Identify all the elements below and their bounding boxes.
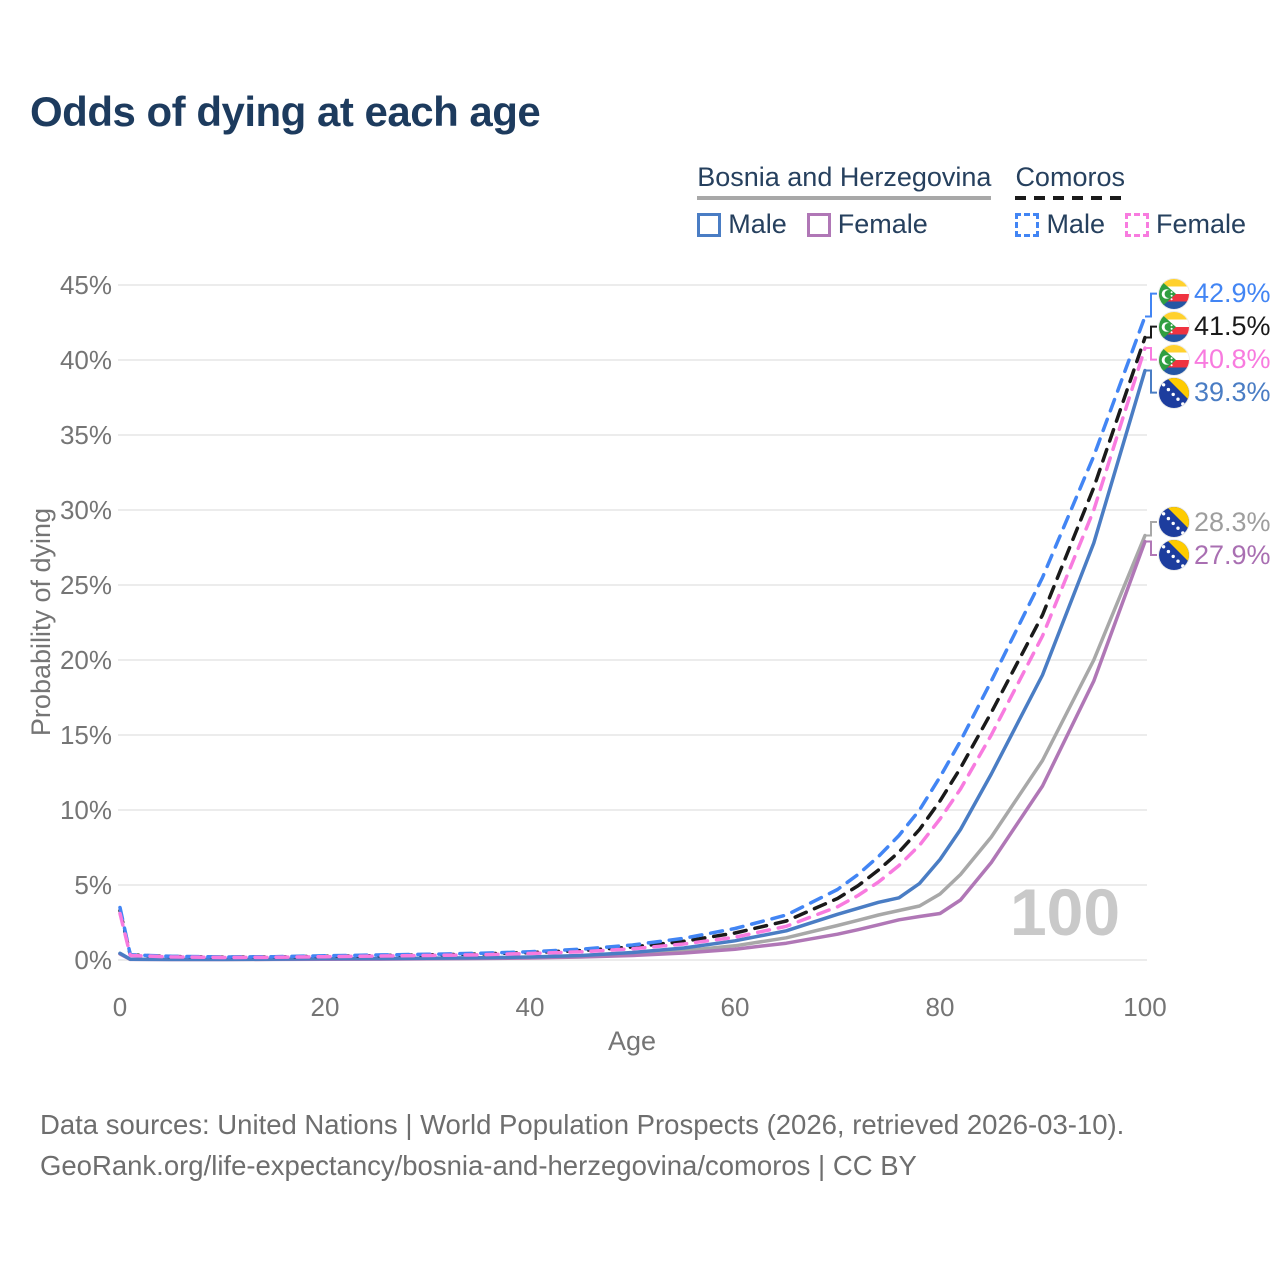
label-leader-line bbox=[1145, 292, 1157, 318]
solid-line-swatch bbox=[697, 196, 992, 200]
legend-items-row: Male Female bbox=[1015, 209, 1246, 240]
attribution-line: GeoRank.org/life-expectancy/bosnia-and-h… bbox=[40, 1150, 917, 1181]
age-counter-watermark: 100 bbox=[1009, 875, 1121, 949]
series-line-bosnia-and-herzegovina-all bbox=[118, 533, 1147, 962]
end-label-comoros-all: 41.5% bbox=[1159, 310, 1271, 344]
label-leader-line bbox=[1145, 347, 1157, 361]
legend-swatch bbox=[806, 212, 831, 237]
label-leader-line bbox=[1145, 369, 1157, 394]
end-value-label: 28.3% bbox=[1194, 506, 1271, 537]
bosnia-and-herzegovina-flag-icon bbox=[1159, 377, 1189, 408]
x-tick-label: 80 bbox=[925, 992, 955, 1022]
legend: Bosnia and Herzegovina Male Female Comoro… bbox=[697, 162, 1246, 240]
legend-swatch bbox=[697, 212, 722, 237]
legend-item-label: Male bbox=[1046, 209, 1105, 239]
end-label-bosnia-and-herzegovina-male: 39.3% bbox=[1159, 376, 1271, 410]
y-tick-label: 30% bbox=[59, 495, 112, 525]
dashed-line-swatch bbox=[1015, 196, 1125, 200]
legend-group-header[interactable]: Comoros bbox=[1015, 162, 1125, 200]
comoros-flag bbox=[1159, 311, 1189, 342]
series-line-bosnia-and-herzegovina-male bbox=[118, 368, 1147, 962]
x-tick-label: 40 bbox=[515, 992, 545, 1022]
bosnia-flag bbox=[1159, 377, 1189, 408]
legend-item-label: Male bbox=[728, 209, 787, 239]
legend-item-bosnia-male[interactable]: Male bbox=[697, 209, 787, 240]
legend-group-bosnia-and-herzegovina: Bosnia and Herzegovina Male Female bbox=[697, 162, 992, 240]
page-title: Odds of dying at each age bbox=[30, 88, 541, 135]
legend-group-title: Bosnia and Herzegovina bbox=[697, 162, 992, 192]
bosnia-and-herzegovina-flag-icon bbox=[1159, 507, 1189, 537]
y-axis-title: Probability of dying bbox=[26, 507, 56, 737]
x-tick-label: 20 bbox=[310, 992, 340, 1022]
y-tick-label: 0% bbox=[74, 945, 112, 975]
legend-group-header[interactable]: Bosnia and Herzegovina bbox=[697, 162, 992, 200]
end-label-comoros-male: 42.9% bbox=[1159, 277, 1271, 311]
y-tick-label: 40% bbox=[59, 345, 112, 375]
footer: Data sources: United Nations | World Pop… bbox=[40, 1104, 1124, 1186]
series-line-bosnia-and-herzegovina-female bbox=[118, 539, 1147, 962]
x-tick-label: 100 bbox=[1123, 992, 1167, 1022]
y-tick-label: 10% bbox=[59, 795, 112, 825]
legend-item-label: Female bbox=[837, 209, 928, 239]
legend-swatch bbox=[1015, 212, 1040, 237]
series-line-comoros-female bbox=[118, 346, 1147, 960]
end-label-comoros-female: 40.8% bbox=[1159, 343, 1271, 377]
end-value-label: 42.9% bbox=[1194, 278, 1271, 309]
legend-swatch bbox=[1124, 212, 1149, 237]
end-label-bosnia-and-herzegovina-all: 28.3% bbox=[1159, 505, 1271, 539]
comoros-flag-icon bbox=[1159, 278, 1189, 309]
legend-item-comoros-male[interactable]: Male bbox=[1015, 209, 1105, 240]
bosnia-and-herzegovina-flag-icon bbox=[1159, 540, 1189, 570]
bosnia-flag bbox=[1159, 507, 1189, 537]
y-tick-label: 5% bbox=[74, 870, 112, 900]
legend-item-label: Female bbox=[1155, 209, 1246, 239]
end-value-label: 40.8% bbox=[1194, 344, 1271, 375]
legend-items-row: Male Female bbox=[697, 209, 991, 240]
comoros-flag bbox=[1159, 278, 1189, 309]
end-value-label: 27.9% bbox=[1194, 539, 1271, 570]
data-sources-line: Data sources: United Nations | World Pop… bbox=[40, 1109, 1125, 1140]
y-tick-label: 20% bbox=[59, 645, 112, 675]
x-tick-label: 0 bbox=[112, 992, 128, 1022]
y-tick-label: 25% bbox=[59, 570, 112, 600]
x-tick-label: 60 bbox=[720, 992, 750, 1022]
y-tick-label: 15% bbox=[59, 720, 112, 750]
end-value-label: 39.3% bbox=[1194, 377, 1271, 408]
comoros-flag-icon bbox=[1159, 311, 1189, 342]
label-leader-line bbox=[1145, 540, 1157, 556]
x-axis-title: Age bbox=[607, 1026, 657, 1056]
legend-item-bosnia-female[interactable]: Female bbox=[806, 209, 928, 240]
end-value-label: 41.5% bbox=[1194, 311, 1271, 342]
legend-item-comoros-female[interactable]: Female bbox=[1124, 209, 1246, 240]
bosnia-flag bbox=[1159, 540, 1189, 570]
end-label-bosnia-and-herzegovina-female: 27.9% bbox=[1159, 538, 1271, 572]
label-leader-line bbox=[1145, 521, 1157, 537]
comoros-flag-icon bbox=[1159, 344, 1189, 375]
comoros-flag bbox=[1159, 344, 1189, 375]
y-tick-label: 35% bbox=[59, 420, 112, 450]
label-leader-line bbox=[1145, 325, 1157, 339]
y-tick-label: 45% bbox=[59, 270, 112, 300]
legend-group-title: Comoros bbox=[1015, 162, 1125, 192]
legend-group-comoros: Comoros Male Female bbox=[1015, 162, 1246, 240]
